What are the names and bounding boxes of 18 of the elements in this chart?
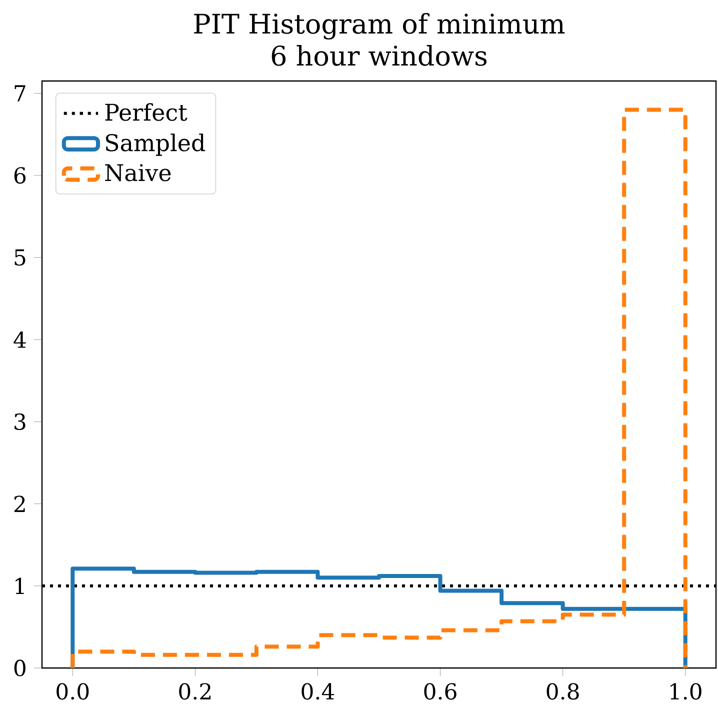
x-tick-label: 0.2 [179,683,211,700]
y-tick-label: 2 [14,496,25,512]
y-tick-label: 7 [14,85,26,102]
y-tick-label: 3 [14,413,26,430]
y-tick-label: 5 [14,249,26,266]
legend-label: Sampled [106,134,206,156]
x-tick-label: 0.6 [424,683,456,700]
legend-label: Naive [105,164,171,182]
legend-label: Perfect [105,103,188,121]
x-tick-label: 0.0 [56,683,89,700]
x-tick-label: 0.4 [302,683,334,700]
chart-title: PIT Histogram of minimum 6 hour windows [194,13,565,66]
x-tick-label: 0.8 [546,683,579,700]
y-tick-label: 0 [14,660,26,676]
x-tick-label: 1.0 [670,683,702,700]
y-tick-label: 1 [16,578,24,594]
y-tick-label: 6 [14,167,26,184]
y-tick-label: 4 [14,331,26,348]
